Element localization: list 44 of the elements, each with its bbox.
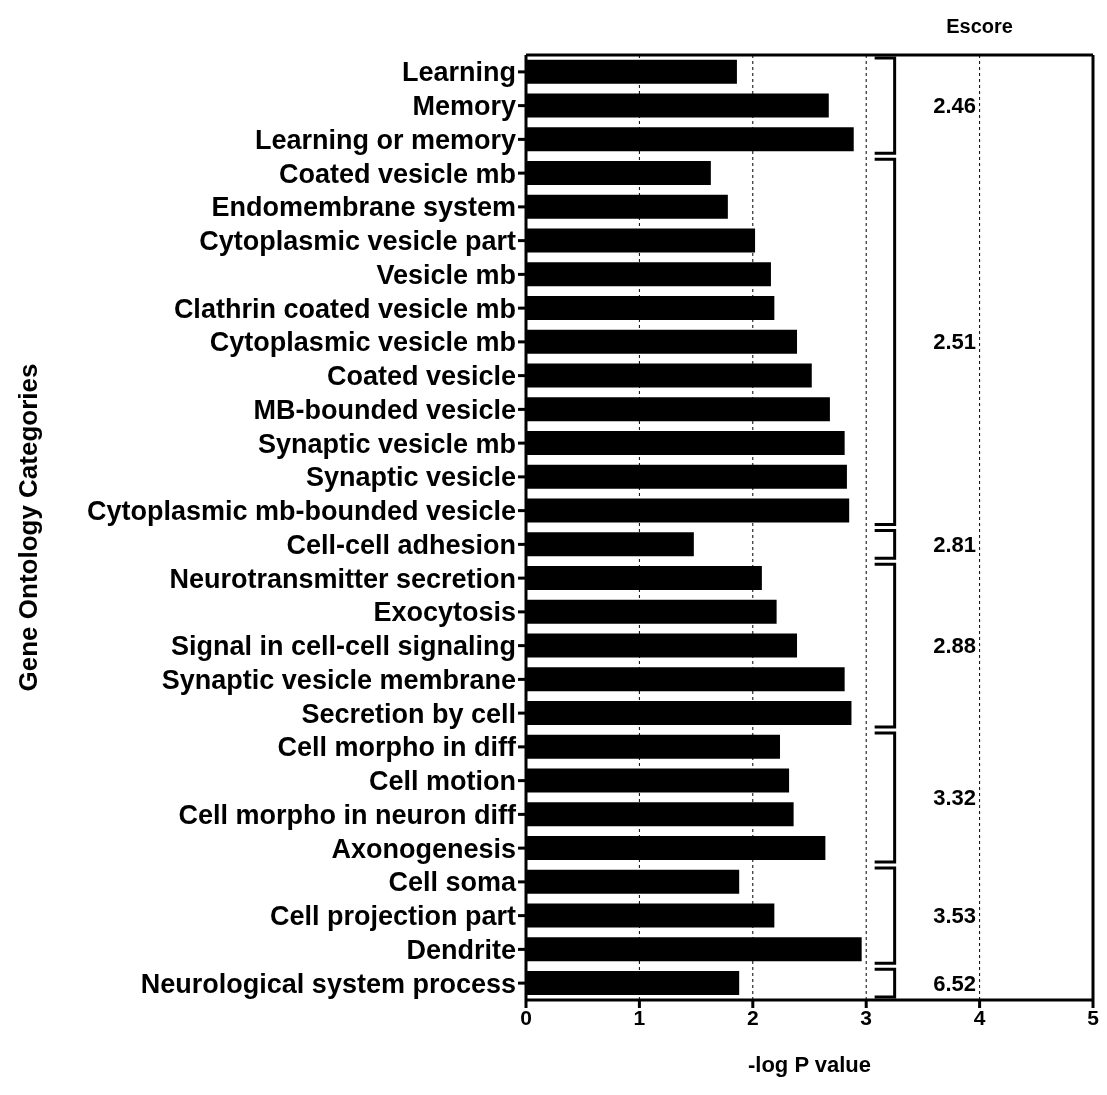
text: Escore xyxy=(946,15,1013,37)
annotation: 2.46 xyxy=(933,93,977,119)
annotation: 2.51 xyxy=(933,329,977,355)
y-tick-label: Endomembrane system xyxy=(211,192,516,223)
y-tick-label: Cell morpho in diff xyxy=(277,732,517,763)
y-tick-label: Dendrite xyxy=(406,934,516,965)
y-tick-label: Cell motion xyxy=(369,766,516,797)
y-tick-label: Coated vesicle mb xyxy=(278,158,516,189)
y-tick-label: Signal in cell-cell signaling xyxy=(170,631,516,662)
y-tick-label: Axonogenesis xyxy=(331,833,516,864)
y-tick-label: Synaptic vesicle membrane xyxy=(161,664,516,695)
x-tick-label: 1 xyxy=(633,1005,646,1029)
y-tick-label: Coated vesicle xyxy=(326,361,516,392)
y-tick-label: Cytoplasmic vesicle part xyxy=(199,226,516,257)
annotation: 6.52 xyxy=(933,970,977,996)
y-tick-label: Learning xyxy=(401,57,516,88)
y-tick-label: Vesicle mb xyxy=(376,259,516,290)
annotation: 3.32 xyxy=(933,785,977,810)
y-tick-label: Memory xyxy=(412,91,516,122)
y-tick-label: Neurological system process xyxy=(140,968,516,999)
y-axis-title: Gene Ontology Categories xyxy=(13,363,43,692)
annotation: 3.53 xyxy=(933,903,977,929)
y-tick-label: Synaptic vesicle xyxy=(305,462,516,493)
y-tick-label: Clathrin coated vesicle mb xyxy=(173,293,516,324)
y-tick-label: Exocytosis xyxy=(373,597,516,628)
x-axis-title: -log P value xyxy=(747,1052,872,1077)
x-tick-label: 2 xyxy=(746,1005,759,1029)
y-tick-label: Neurotransmitter secretion xyxy=(169,563,516,594)
y-tick-label: Learning or memory xyxy=(254,124,516,155)
y-tick-label: Cell projection part xyxy=(269,901,516,932)
y-tick-label: Cell-cell adhesion xyxy=(286,529,516,560)
y-tick-label: Cell soma xyxy=(388,867,517,898)
y-tick-label: MB-bounded vesicle xyxy=(253,394,516,425)
annotation: 2.81 xyxy=(933,531,977,557)
x-tick-label: 3 xyxy=(860,1005,873,1029)
y-tick-label: Synaptic vesicle mb xyxy=(257,428,516,459)
y-tick-label: Cytoplasmic mb-bounded vesicle xyxy=(86,496,516,527)
x-tick-label: 4 xyxy=(973,1005,986,1029)
y-tick-label: Secretion by cell xyxy=(301,698,516,729)
y-tick-label: Cell morpho in neuron diff xyxy=(178,799,517,830)
x-tick-label: 0 xyxy=(520,1005,532,1029)
x-tick-label: 5 xyxy=(1087,1005,1100,1029)
y-tick-label: Cytoplasmic vesicle mb xyxy=(209,327,516,358)
annotation: 2.88 xyxy=(933,633,977,659)
